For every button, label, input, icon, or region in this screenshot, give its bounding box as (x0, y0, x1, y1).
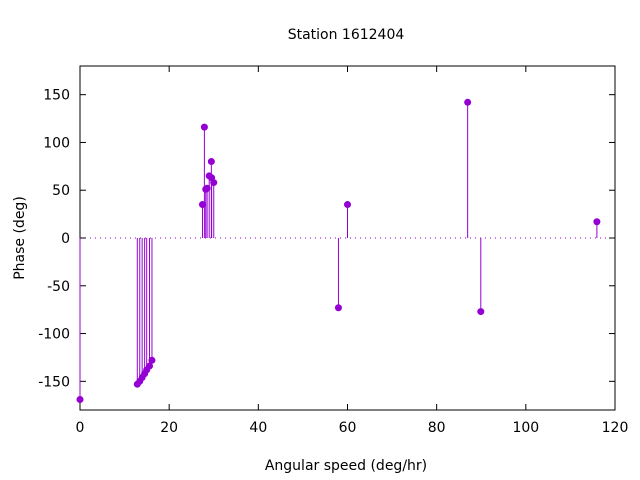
y-tick-label: 50 (52, 183, 70, 199)
data-point (148, 356, 156, 364)
data-point (464, 98, 472, 106)
data-point (334, 304, 342, 312)
data-point (344, 201, 351, 209)
x-axis-label: Angular speed (deg/hr) (265, 458, 427, 474)
x-tick-label: 60 (339, 420, 357, 436)
x-tick-label: 40 (249, 420, 267, 436)
y-tick-label: -100 (38, 327, 70, 343)
data-point (198, 201, 206, 209)
data-point (477, 308, 485, 316)
data-point (207, 158, 215, 166)
x-axis: 0 20 40 60 80 100 120 (76, 66, 629, 436)
y-tick-label: -150 (38, 374, 70, 390)
data-point (76, 395, 84, 403)
x-tick-label: 120 (602, 420, 629, 436)
x-tick-label: 20 (160, 420, 178, 436)
y-axis-label: Phase (deg) (12, 196, 28, 280)
y-tick-label: 0 (61, 231, 70, 247)
data-point (593, 218, 601, 226)
x-tick-label: 80 (428, 420, 446, 436)
data-point (146, 362, 154, 370)
y-tick-label: -50 (47, 279, 70, 295)
y-tick-label: 100 (43, 135, 70, 151)
x-tick-label: 0 (76, 420, 85, 436)
data-point (200, 123, 208, 131)
chart-title: Station 1612404 (288, 27, 405, 43)
y-axis: -150 -100 -50 0 50 100 150 (38, 88, 615, 390)
x-tick-label: 100 (512, 420, 539, 436)
data-series (76, 98, 601, 403)
data-point (210, 179, 218, 187)
y-tick-label: 150 (43, 88, 70, 104)
